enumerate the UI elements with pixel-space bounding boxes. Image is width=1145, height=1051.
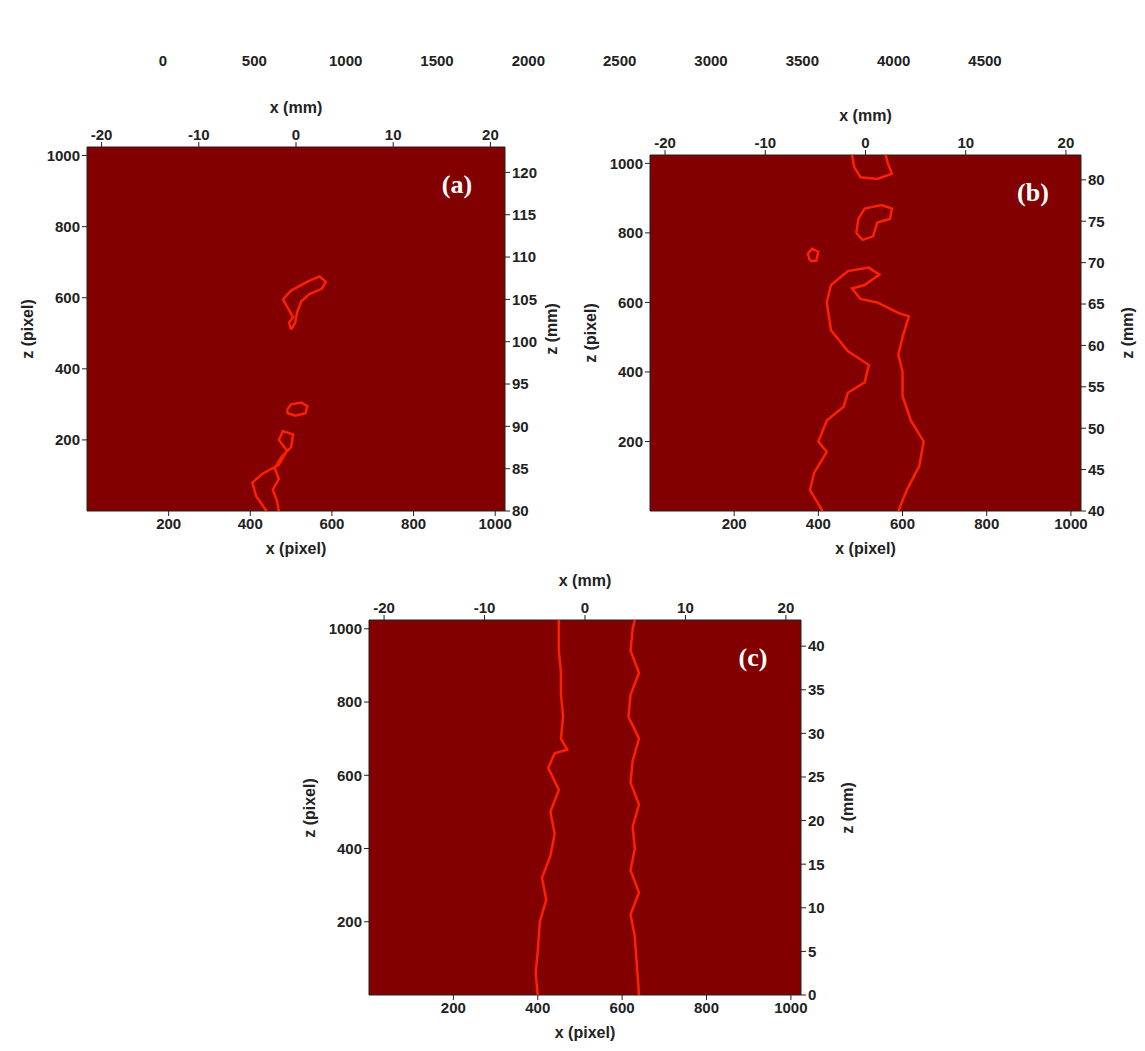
- svg-text:100: 100: [512, 333, 537, 350]
- svg-text:800: 800: [618, 224, 643, 241]
- svg-text:-20: -20: [373, 599, 395, 616]
- svg-text:3000: 3000: [694, 52, 727, 69]
- svg-text:45: 45: [1088, 461, 1105, 478]
- svg-text:95: 95: [512, 375, 529, 392]
- svg-text:800: 800: [694, 999, 719, 1016]
- svg-text:60: 60: [1088, 337, 1105, 354]
- svg-text:105: 105: [512, 291, 537, 308]
- svg-text:115: 115: [512, 206, 536, 223]
- svg-text:50: 50: [1088, 420, 1105, 437]
- svg-text:500: 500: [242, 52, 267, 69]
- svg-text:600: 600: [319, 515, 344, 532]
- svg-text:-10: -10: [474, 599, 496, 616]
- svg-text:400: 400: [238, 515, 263, 532]
- svg-text:800: 800: [55, 218, 80, 235]
- svg-text:-20: -20: [91, 126, 113, 143]
- svg-text:2500: 2500: [603, 52, 636, 69]
- svg-text:3500: 3500: [786, 52, 819, 69]
- svg-text:0: 0: [581, 599, 589, 616]
- html-text:z (mm): z (mm): [1119, 307, 1136, 359]
- svg-text:1000: 1000: [329, 52, 362, 69]
- html-text:z (pixel): z (pixel): [19, 299, 36, 359]
- svg-text:1000: 1000: [47, 147, 80, 164]
- html-text:x (mm): x (mm): [269, 99, 323, 116]
- html-text:x (pixel): x (pixel): [835, 540, 896, 557]
- svg-text:1000: 1000: [329, 620, 362, 637]
- svg-text:65: 65: [1088, 295, 1105, 312]
- svg-text:10: 10: [385, 126, 402, 143]
- svg-text:90: 90: [512, 418, 529, 435]
- svg-text:600: 600: [55, 289, 80, 306]
- html-text:(a): (a): [441, 170, 473, 199]
- html-text:(c): (c): [738, 643, 768, 672]
- html-text:x (mm): x (mm): [839, 107, 892, 124]
- svg-text:1000: 1000: [774, 999, 807, 1016]
- svg-text:200: 200: [618, 433, 643, 450]
- svg-text:400: 400: [55, 360, 80, 377]
- html-text:(b): (b): [1017, 178, 1049, 207]
- svg-text:85: 85: [512, 460, 529, 477]
- svg-text:1000: 1000: [610, 155, 643, 172]
- html-text:z (pixel): z (pixel): [301, 777, 318, 838]
- svg-text:40: 40: [1088, 502, 1105, 519]
- svg-text:2000: 2000: [512, 52, 545, 69]
- html-text:z (mm): z (mm): [839, 781, 856, 834]
- svg-text:80: 80: [1088, 171, 1105, 188]
- svg-text:-10: -10: [188, 126, 210, 143]
- svg-text:400: 400: [806, 515, 831, 532]
- svg-text:400: 400: [525, 999, 550, 1016]
- svg-text:200: 200: [55, 431, 80, 448]
- svg-text:1500: 1500: [420, 52, 453, 69]
- svg-text:20: 20: [778, 599, 795, 616]
- svg-text:15: 15: [808, 856, 825, 873]
- html-text:z (pixel): z (pixel): [582, 303, 599, 363]
- svg-text:80: 80: [512, 502, 529, 519]
- svg-text:800: 800: [337, 693, 362, 710]
- svg-text:4000: 4000: [877, 52, 910, 69]
- svg-text:600: 600: [618, 294, 643, 311]
- svg-text:30: 30: [808, 725, 825, 742]
- svg-text:110: 110: [512, 248, 536, 265]
- svg-text:-10: -10: [754, 134, 776, 151]
- svg-text:600: 600: [610, 999, 635, 1016]
- svg-text:1000: 1000: [1054, 515, 1087, 532]
- svg-text:600: 600: [337, 767, 362, 784]
- svg-text:800: 800: [401, 515, 426, 532]
- svg-text:0: 0: [292, 126, 300, 143]
- html-text:x (pixel): x (pixel): [554, 1024, 616, 1041]
- svg-text:600: 600: [890, 515, 915, 532]
- svg-text:200: 200: [441, 999, 466, 1016]
- svg-text:400: 400: [337, 840, 362, 857]
- svg-text:10: 10: [957, 134, 974, 151]
- svg-text:10: 10: [677, 599, 694, 616]
- svg-text:75: 75: [1088, 213, 1105, 230]
- svg-text:10: 10: [808, 899, 825, 916]
- svg-text:-20: -20: [654, 134, 676, 151]
- svg-text:800: 800: [974, 515, 999, 532]
- svg-text:400: 400: [618, 363, 643, 380]
- svg-text:0: 0: [861, 134, 869, 151]
- svg-text:20: 20: [808, 812, 825, 829]
- svg-text:25: 25: [808, 768, 825, 785]
- svg-text:5: 5: [808, 943, 816, 960]
- svg-text:20: 20: [482, 126, 499, 143]
- svg-text:200: 200: [337, 913, 362, 930]
- svg-text:1000: 1000: [479, 515, 512, 532]
- html-text:x (pixel): x (pixel): [265, 540, 327, 557]
- svg-text:0: 0: [159, 52, 167, 69]
- svg-text:35: 35: [808, 681, 825, 698]
- svg-text:0: 0: [808, 986, 816, 1003]
- html-text:z (mm): z (mm): [543, 303, 560, 355]
- svg-text:40: 40: [808, 637, 825, 654]
- svg-text:120: 120: [512, 164, 537, 181]
- svg-text:20: 20: [1058, 134, 1075, 151]
- html-text:x (mm): x (mm): [558, 572, 612, 589]
- svg-text:55: 55: [1088, 378, 1105, 395]
- svg-text:200: 200: [722, 515, 747, 532]
- svg-text:70: 70: [1088, 254, 1105, 271]
- svg-text:4500: 4500: [968, 52, 1001, 69]
- svg-text:200: 200: [156, 515, 181, 532]
